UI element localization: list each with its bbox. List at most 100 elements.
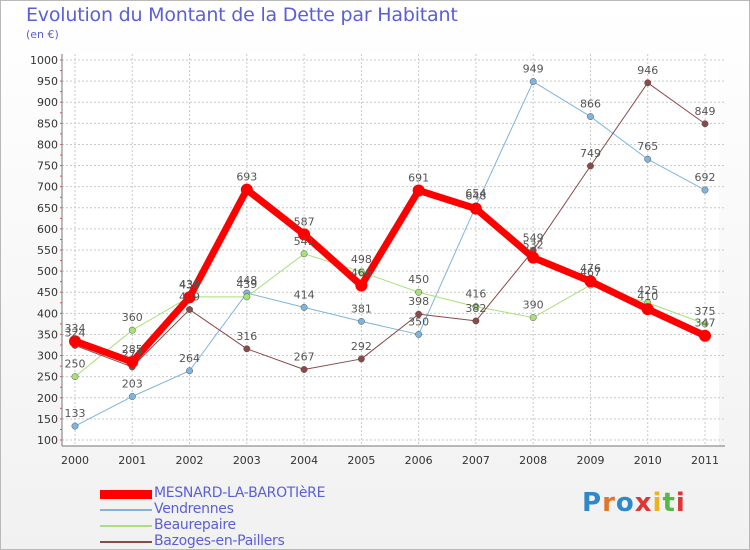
data-label: 654	[465, 187, 486, 200]
series-line	[71, 186, 709, 366]
data-label: 466	[351, 266, 372, 279]
chart-title: Evolution du Montant de la Dette par Hab…	[26, 4, 458, 26]
data-label: 693	[236, 171, 257, 184]
data-label: 467	[580, 266, 601, 279]
y-tick-label: 300	[37, 350, 58, 363]
x-tick-label: 2010	[634, 454, 662, 467]
chart-subtitle: (en €)	[26, 28, 59, 41]
data-point	[415, 288, 423, 296]
legend-swatch	[100, 509, 152, 511]
logo-letter: i	[675, 488, 686, 518]
legend-label: Vendrennes	[154, 501, 234, 517]
data-point	[527, 251, 540, 264]
data-point	[357, 268, 365, 276]
data-label: 273	[122, 348, 143, 361]
data-label: 390	[523, 299, 544, 312]
data-point	[472, 303, 480, 311]
data-label: 692	[695, 171, 716, 184]
data-point	[69, 335, 81, 348]
legend-label: Bazoges-en-Paillers	[154, 533, 285, 549]
data-point	[701, 186, 709, 194]
y-tick-label: 500	[37, 265, 58, 278]
data-label: 949	[523, 63, 544, 76]
x-tick-label: 2003	[233, 454, 261, 467]
logo-letter: o	[615, 488, 635, 518]
data-point	[529, 314, 537, 322]
data-label: 749	[580, 147, 601, 160]
proxiti-logo: Proxiti	[582, 488, 686, 518]
data-label: 532	[523, 239, 544, 252]
data-label: 946	[637, 64, 658, 77]
y-tick-label: 200	[37, 392, 58, 405]
data-label: 267	[294, 350, 315, 363]
data-point	[701, 320, 709, 328]
data-label: 347	[695, 317, 716, 330]
data-point	[183, 291, 196, 304]
logo-letter: r	[602, 488, 616, 518]
y-tick-label: 400	[37, 307, 58, 320]
y-tick-label: 650	[37, 202, 58, 215]
data-label: 133	[65, 407, 86, 420]
data-label: 541	[294, 235, 315, 248]
data-label: 416	[465, 288, 486, 301]
data-label: 316	[236, 330, 257, 343]
data-label: 450	[408, 273, 429, 286]
data-label: 375	[695, 305, 716, 318]
data-label: 648	[465, 190, 486, 203]
data-point	[415, 310, 423, 318]
data-label: 334	[65, 322, 86, 335]
legend-label: Beaurepaire	[154, 517, 236, 533]
data-point	[357, 355, 365, 363]
data-label: 498	[351, 253, 372, 266]
data-point	[701, 120, 709, 128]
y-tick-label: 900	[37, 96, 58, 109]
data-label: 292	[351, 340, 372, 353]
series-line	[74, 82, 706, 370]
data-label: 849	[695, 105, 716, 118]
data-point	[186, 367, 193, 375]
data-point	[584, 275, 597, 288]
data-point	[71, 422, 79, 430]
legend-swatch	[100, 489, 152, 499]
data-point	[529, 78, 537, 85]
data-point	[240, 183, 253, 196]
y-tick-label: 100	[37, 434, 58, 447]
y-tick-label: 450	[37, 286, 58, 299]
data-label: 324	[65, 326, 86, 339]
x-tick-label: 2011	[691, 454, 719, 467]
data-point	[300, 303, 308, 311]
legend-swatch	[100, 525, 152, 527]
data-point	[243, 293, 251, 301]
data-point	[355, 279, 368, 292]
data-point	[412, 184, 425, 197]
data-point	[186, 306, 193, 313]
data-label: 414	[294, 288, 315, 301]
data-label: 382	[465, 302, 486, 315]
x-tick-label: 2008	[519, 454, 547, 467]
x-tick-label: 2005	[347, 454, 375, 467]
data-point	[357, 317, 365, 325]
x-tick-label: 2006	[405, 454, 433, 467]
data-label: 587	[294, 215, 315, 228]
data-label: 439	[236, 278, 257, 291]
data-label: 425	[637, 284, 658, 297]
y-tick-label: 850	[37, 117, 58, 130]
data-label: 409	[179, 291, 200, 304]
x-tick-label: 2002	[176, 454, 204, 467]
data-point	[300, 366, 308, 373]
y-tick-label: 1000	[30, 54, 58, 67]
logo-letter: P	[582, 488, 603, 518]
logo-letter: i	[652, 488, 663, 518]
y-tick-label: 550	[37, 244, 58, 257]
data-label: 438	[179, 278, 200, 291]
series-line	[74, 81, 706, 427]
logo-letter: t	[662, 488, 676, 518]
x-tick-label: 2009	[576, 454, 604, 467]
data-point	[644, 79, 652, 87]
y-tick-label: 750	[37, 160, 58, 173]
data-label: 381	[351, 302, 372, 315]
y-tick-label: 150	[37, 413, 58, 426]
data-point	[699, 329, 711, 342]
data-label: 448	[236, 274, 257, 287]
